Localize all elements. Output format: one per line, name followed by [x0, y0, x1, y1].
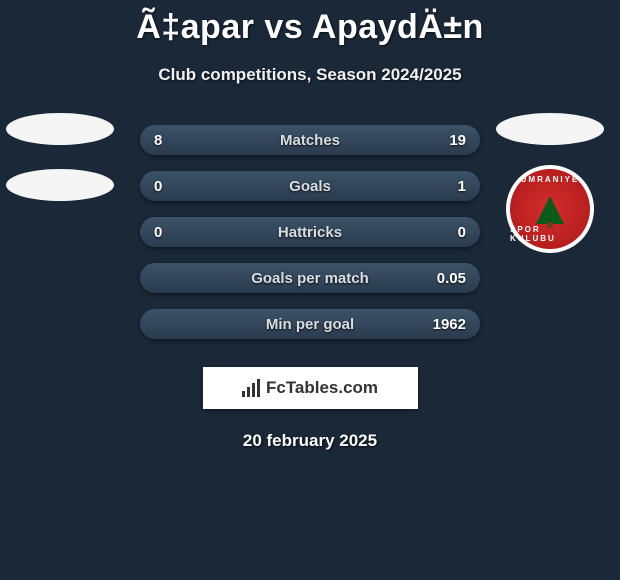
stat-right-value: 0.05 — [426, 270, 466, 287]
stat-row-matches: 8 Matches 19 — [140, 125, 480, 155]
stat-label: Goals — [289, 178, 331, 195]
left-badges-column — [0, 113, 120, 201]
stat-row-goals: 0 Goals 1 — [140, 171, 480, 201]
stat-row-hattricks: 0 Hattricks 0 — [140, 217, 480, 247]
subtitle: Club competitions, Season 2024/2025 — [0, 65, 620, 85]
right-badges-column: UMRANIYE SPOR KULUBU — [490, 113, 610, 253]
club-badge-text-bottom: SPOR KULUBU — [510, 225, 590, 243]
date-line: 20 february 2025 — [0, 431, 620, 451]
player-photo-placeholder — [496, 113, 604, 145]
stat-right-value: 1 — [426, 178, 466, 195]
stat-label: Matches — [280, 132, 340, 149]
stat-left-value: 0 — [154, 178, 194, 195]
brand-text: FcTables.com — [266, 378, 378, 398]
club-logo-placeholder — [6, 169, 114, 201]
bar-chart-icon — [242, 379, 260, 397]
stat-right-value: 19 — [426, 132, 466, 149]
player-photo-placeholder — [6, 113, 114, 145]
brand-box[interactable]: FcTables.com — [203, 367, 418, 409]
stat-left-value: 8 — [154, 132, 194, 149]
stat-right-value: 0 — [426, 224, 466, 241]
club-badge-text-top: UMRANIYE — [521, 175, 580, 184]
stat-row-goals-per-match: Goals per match 0.05 — [140, 263, 480, 293]
stats-section: UMRANIYE SPOR KULUBU 8 Matches 19 0 Goal… — [0, 125, 620, 339]
stat-left-value: 0 — [154, 224, 194, 241]
stat-label: Hattricks — [278, 224, 342, 241]
stat-right-value: 1962 — [426, 316, 466, 333]
page-title: Ã‡apar vs ApaydÄ±n — [0, 0, 620, 47]
stat-label: Goals per match — [251, 270, 369, 287]
club-badge-umraniye: UMRANIYE SPOR KULUBU — [506, 165, 594, 253]
stat-rows: 8 Matches 19 0 Goals 1 0 Hattricks 0 Goa… — [140, 125, 480, 339]
tree-icon — [536, 196, 564, 224]
stat-row-min-per-goal: Min per goal 1962 — [140, 309, 480, 339]
stat-label: Min per goal — [266, 316, 354, 333]
